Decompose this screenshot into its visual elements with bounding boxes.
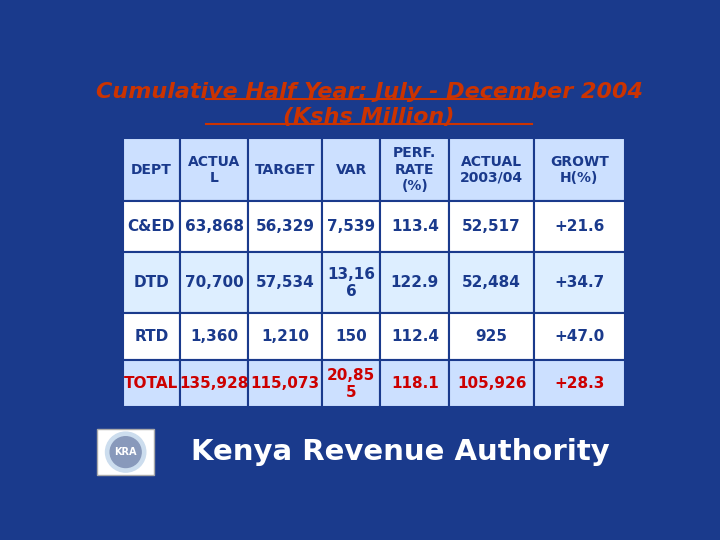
Bar [323, 313, 380, 360]
Bar [534, 313, 625, 360]
Text: 52,484: 52,484 [462, 275, 521, 291]
Text: ACTUAL
2003/04: ACTUAL 2003/04 [460, 154, 523, 185]
Bar [380, 138, 449, 201]
Bar [380, 360, 449, 408]
Text: RTD: RTD [135, 329, 168, 344]
Bar [180, 253, 248, 313]
Bar [323, 201, 380, 253]
Text: ACTUA
L: ACTUA L [188, 154, 240, 185]
Text: 56,329: 56,329 [256, 219, 315, 234]
Text: +21.6: +21.6 [554, 219, 605, 234]
Text: 52,517: 52,517 [462, 219, 521, 234]
Bar [323, 360, 380, 408]
Bar [534, 201, 625, 253]
Bar [248, 253, 323, 313]
Bar [248, 201, 323, 253]
FancyBboxPatch shape [97, 429, 154, 475]
Text: (Kshs Million): (Kshs Million) [283, 107, 455, 127]
Text: 70,700: 70,700 [185, 275, 243, 291]
Text: 20,85
5: 20,85 5 [327, 368, 375, 400]
Text: 118.1: 118.1 [391, 376, 438, 392]
Text: Cumulative Half Year: July - December 2004: Cumulative Half Year: July - December 20… [96, 82, 642, 102]
Text: DEPT: DEPT [131, 163, 172, 177]
Bar [122, 360, 180, 408]
Bar [248, 313, 323, 360]
Text: 115,073: 115,073 [251, 376, 320, 392]
Text: 150: 150 [336, 329, 367, 344]
Text: +28.3: +28.3 [554, 376, 605, 392]
Bar [323, 253, 380, 313]
Bar [180, 201, 248, 253]
Bar [534, 138, 625, 201]
Text: +34.7: +34.7 [554, 275, 604, 291]
Bar [122, 138, 180, 201]
Text: KRA: KRA [114, 447, 137, 457]
Text: 113.4: 113.4 [391, 219, 438, 234]
Bar [380, 313, 449, 360]
Text: +47.0: +47.0 [554, 329, 604, 344]
Text: 925: 925 [476, 329, 508, 344]
Text: 57,534: 57,534 [256, 275, 315, 291]
Text: TARGET: TARGET [255, 163, 315, 177]
Text: Kenya Revenue Authority: Kenya Revenue Authority [191, 438, 609, 466]
Circle shape [106, 432, 145, 472]
Bar [180, 313, 248, 360]
Text: 112.4: 112.4 [391, 329, 438, 344]
Bar [380, 253, 449, 313]
Bar [323, 138, 380, 201]
Text: 122.9: 122.9 [391, 275, 439, 291]
Text: 7,539: 7,539 [327, 219, 375, 234]
Text: 63,868: 63,868 [185, 219, 243, 234]
Text: 1,210: 1,210 [261, 329, 310, 344]
Text: 135,928: 135,928 [179, 376, 249, 392]
Bar [449, 201, 534, 253]
Bar [248, 360, 323, 408]
Text: VAR: VAR [336, 163, 367, 177]
Bar [449, 253, 534, 313]
Bar [534, 360, 625, 408]
Bar [180, 138, 248, 201]
Bar [122, 253, 180, 313]
Bar [380, 201, 449, 253]
Bar [534, 253, 625, 313]
Text: DTD: DTD [133, 275, 169, 291]
Bar [449, 360, 534, 408]
Text: 13,16
6: 13,16 6 [328, 267, 375, 299]
Bar [449, 138, 534, 201]
Text: C&ED: C&ED [127, 219, 175, 234]
Circle shape [110, 437, 141, 468]
Text: GROWT
H(%): GROWT H(%) [550, 154, 608, 185]
Bar [180, 360, 248, 408]
Bar [449, 313, 534, 360]
Text: PERF.
RATE
(%): PERF. RATE (%) [393, 146, 436, 193]
Text: 1,360: 1,360 [190, 329, 238, 344]
Bar [122, 313, 180, 360]
Bar [122, 201, 180, 253]
Text: 105,926: 105,926 [457, 376, 526, 392]
Bar [248, 138, 323, 201]
Bar [90, 423, 648, 481]
Text: TOTAL: TOTAL [125, 376, 179, 392]
